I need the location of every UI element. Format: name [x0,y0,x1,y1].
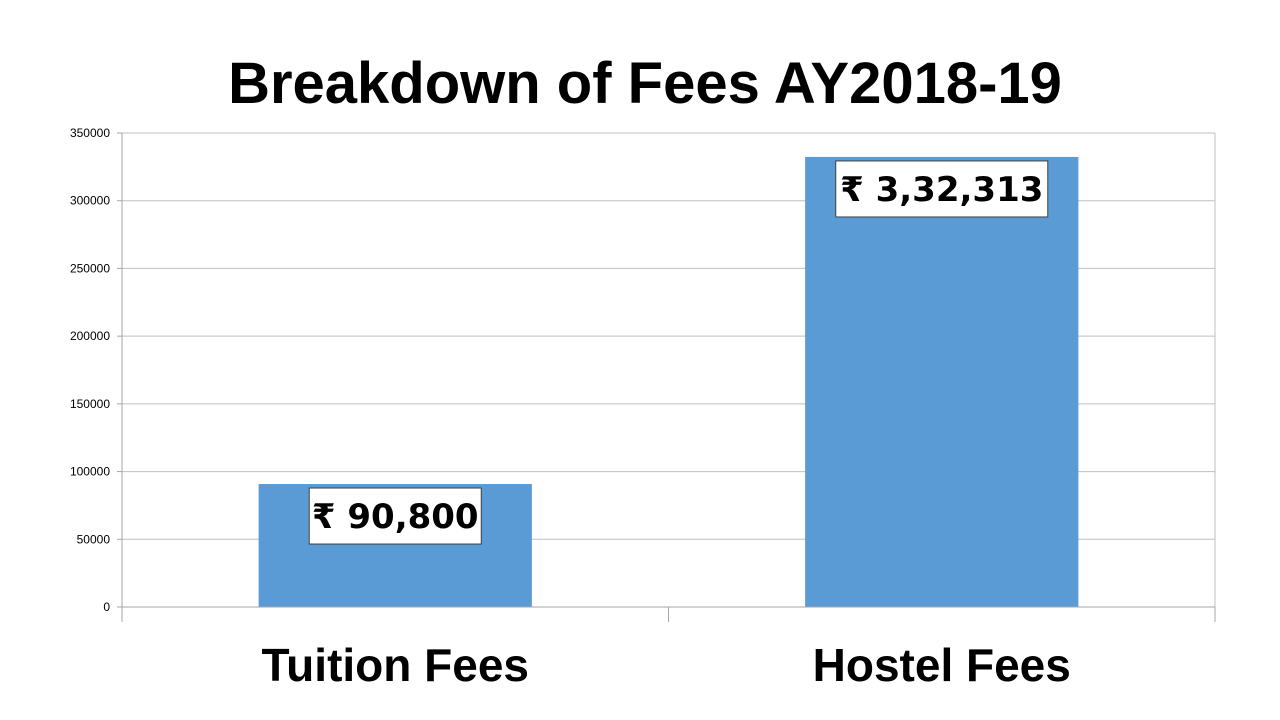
y-tick-label: 50000 [77,532,111,546]
y-tick-label: 300000 [70,194,110,208]
data-labels: ₹ 90,800 ₹ 3,32,313 [308,160,1049,545]
data-label: ₹ 3,32,313 [840,170,1043,210]
data-label-box [835,160,1049,218]
x-tick-label: Tuition Fees [262,639,530,691]
x-axis-tick-labels: Tuition Fees Hostel Fees [262,639,1071,691]
bar [805,156,1079,607]
y-tick-label: 250000 [70,261,110,275]
bars [258,156,1079,607]
y-tick-label: 0 [103,600,110,614]
y-tick-label: 200000 [70,329,110,343]
y-tick-label: 100000 [70,465,110,479]
x-tick-label: Hostel Fees [813,639,1071,691]
chart-title: Breakdown of Fees AY2018-19 [228,51,1062,116]
data-label: ₹ 90,800 [312,497,479,537]
data-label-box [308,487,482,545]
axes [117,132,1216,622]
y-tick-label: 150000 [70,397,110,411]
y-axis-tick-labels: 0 50000 100000 150000 200000 250000 300000 3500… [70,126,110,614]
y-tick-label: 350000 [70,126,110,140]
